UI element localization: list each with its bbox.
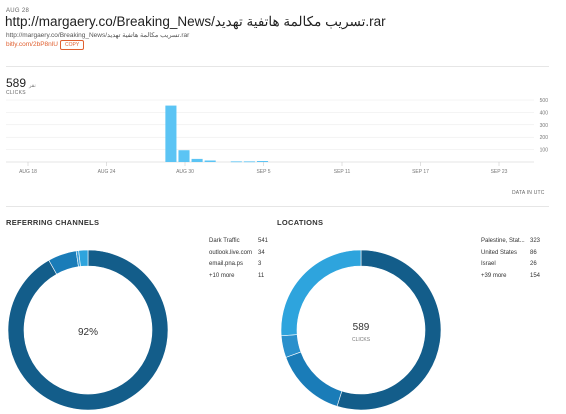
legend-row[interactable]: +39 more 154 [481,273,551,285]
copy-button[interactable]: COPY [60,40,85,50]
donut-slice[interactable] [285,351,343,407]
link-title: http://margaery.co/Breaking_News/تسريب م… [5,14,386,29]
y-tick-label: 100 [540,148,549,154]
referring-center-label: 92% [78,327,98,338]
bar[interactable] [204,160,216,162]
legend-label: United States [481,249,518,256]
y-tick-label: 400 [540,110,549,116]
locations-title: LOCATIONS [277,218,324,227]
legend-label: +10 more [209,272,235,279]
x-tick-label: SEP 23 [491,169,508,175]
short-url-link[interactable]: bitly.com/2bP8nlU [6,41,58,48]
x-tick-label: SEP 17 [412,169,429,175]
header-divider [6,66,549,67]
y-tick-label: 200 [540,135,549,141]
donut-slice[interactable] [7,249,169,411]
referring-donut-chart: 92% [7,249,169,411]
legend-label: outlook.live.com [209,249,253,256]
legend-value: 3 [258,261,262,267]
locations-center-label: CLICKS [352,337,371,343]
legend-value: 86 [530,249,537,256]
total-clicks: 589 نقر [6,76,36,90]
referring-legend: Dark Traffic 541 outlook.live.com 34 email… [209,238,271,284]
legend-label: Dark Traffic [209,238,240,244]
bar[interactable] [178,150,190,162]
locations-center-value: 589 [353,322,370,333]
legend-label: Israel [481,261,496,267]
chart-divider [6,206,549,207]
y-tick-label: 300 [540,123,549,129]
donut-slice[interactable] [280,249,362,337]
long-url[interactable]: http://margaery.co/Breaking_News/تسريب م… [6,32,190,39]
locations-donut-chart: 589 CLICKS [280,249,442,411]
bar[interactable] [191,158,203,162]
referring-channels-title: REFERRING CHANNELS [6,218,100,227]
legend-row[interactable]: Dark Traffic 541 [209,238,271,250]
link-date: AUG 28 [6,8,30,14]
total-clicks-value: 589 [6,76,27,90]
x-tick-label: SEP 11 [334,169,351,175]
bar[interactable] [243,161,255,163]
clicks-unit: نقر [29,83,36,89]
x-tick-label: AUG 30 [176,169,194,175]
x-tick-label: AUG 18 [19,169,37,175]
bar[interactable] [230,161,242,163]
legend-row[interactable]: +10 more 11 [209,273,271,285]
legend-value: 323 [530,238,541,244]
legend-value: 154 [530,272,541,279]
legend-label: +39 more [481,272,507,279]
clicks-label: CLICKS [6,90,26,96]
legend-row[interactable]: United States 86 [481,250,551,262]
legend-row[interactable]: outlook.live.com 34 [209,250,271,262]
bar[interactable] [165,105,177,162]
legend-row[interactable]: Israel 26 [481,261,551,273]
locations-legend: Palestine, Stat... 323 United States 86 Is… [481,238,551,284]
legend-row[interactable]: Palestine, Stat... 323 [481,238,551,250]
legend-label: Palestine, Stat... [481,238,525,244]
x-tick-label: SEP 5 [256,169,270,175]
legend-label: email.pna.ps [209,261,244,267]
clicks-bar-chart: 100 200 300 400 500 AUG 18 AUG 24 AUG 30 SEP 5 SE… [6,98,549,175]
legend-value: 541 [258,238,269,244]
y-tick-label: 500 [540,98,549,104]
legend-value: 34 [258,249,265,256]
donut-slice[interactable] [78,249,89,267]
legend-value: 26 [530,261,537,267]
legend-row[interactable]: email.pna.ps 3 [209,261,271,273]
x-tick-label: AUG 24 [98,169,116,175]
legend-value: 11 [258,272,265,279]
data-utc-note: DATA IN UTC [512,190,545,196]
bar[interactable] [256,161,269,162]
